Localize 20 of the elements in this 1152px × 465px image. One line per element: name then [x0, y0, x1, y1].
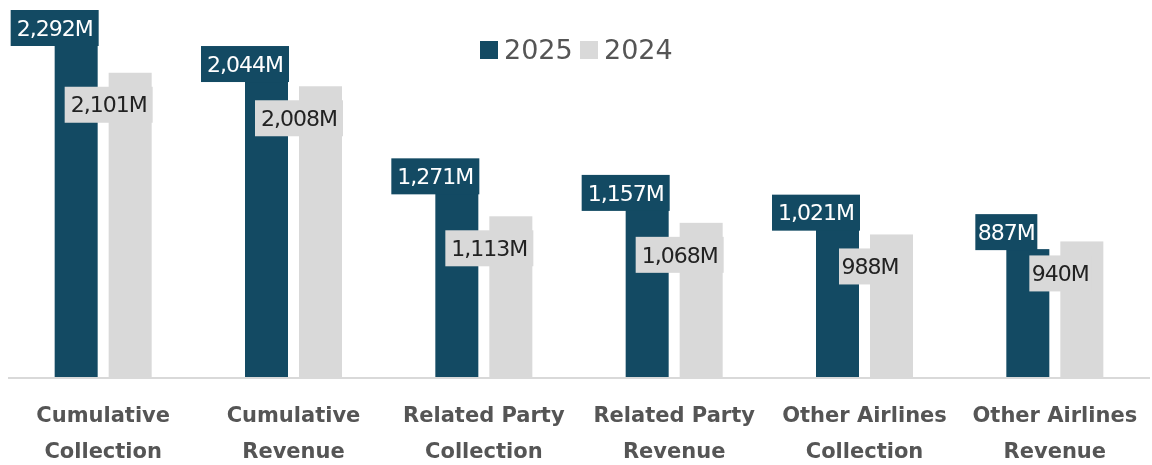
data-label: 2,101M [70, 92, 147, 118]
legend-label: 2024 [604, 34, 673, 66]
x-tick-label: Related Party Revenue [593, 403, 756, 463]
data-label: 1,113M [451, 235, 528, 261]
x-tick-label: Cumulative Revenue [226, 403, 361, 463]
data-label: 1,068M [641, 242, 718, 268]
data-label: 2,292M [16, 15, 93, 41]
x-tick-label: Related Party Collection [403, 403, 565, 463]
data-label: 1,157M [587, 180, 664, 206]
data-label: 1,021M [778, 200, 854, 226]
data-label: 1,271M [397, 164, 474, 190]
x-tick-label: Other Airlines Collection [782, 403, 947, 463]
x-tick-label: Other Airlines Revenue [972, 403, 1138, 463]
x-tick-label: Cumulative Collection [36, 403, 171, 463]
data-label: 988M [841, 254, 899, 280]
data-label: 2,008M [261, 105, 337, 131]
data-label: 940M [1031, 261, 1089, 287]
data-label: 2,044M [207, 51, 283, 77]
data-label: 887M [977, 219, 1035, 245]
legend-label: 2025 [504, 34, 573, 66]
